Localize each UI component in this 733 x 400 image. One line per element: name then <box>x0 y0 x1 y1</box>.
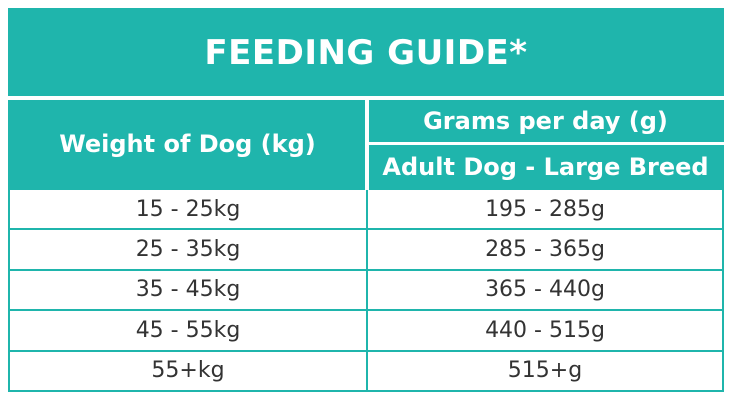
grams-cell: 515+g <box>366 349 724 393</box>
weight-header: Weight of Dog (kg) <box>8 97 369 189</box>
table-row: 55+kg 515+g <box>8 349 724 393</box>
feeding-guide: FEEDING GUIDE* Weight of Dog (kg) Grams … <box>8 8 724 393</box>
weight-cell: 55+kg <box>8 349 368 393</box>
breed-subheader: Adult Dog - Large Breed <box>367 143 724 189</box>
grams-header: Grams per day (g) <box>367 97 724 146</box>
table-row: 35 - 45kg 365 - 440g <box>8 268 724 312</box>
table-row: 15 - 25kg 195 - 285g <box>8 187 724 231</box>
table-title: FEEDING GUIDE* <box>8 8 724 100</box>
weight-cell: 45 - 55kg <box>8 309 368 352</box>
weight-cell: 25 - 35kg <box>8 228 368 271</box>
grams-cell: 440 - 515g <box>366 309 724 352</box>
weight-cell: 35 - 45kg <box>8 268 368 312</box>
table-row: 25 - 35kg 285 - 365g <box>8 228 724 271</box>
feeding-table: FEEDING GUIDE* Weight of Dog (kg) Grams … <box>8 8 724 393</box>
grams-cell: 285 - 365g <box>366 228 724 271</box>
table-row: 45 - 55kg 440 - 515g <box>8 309 724 352</box>
weight-cell: 15 - 25kg <box>8 187 368 231</box>
grams-cell: 365 - 440g <box>366 268 724 312</box>
grams-cell: 195 - 285g <box>366 187 724 231</box>
